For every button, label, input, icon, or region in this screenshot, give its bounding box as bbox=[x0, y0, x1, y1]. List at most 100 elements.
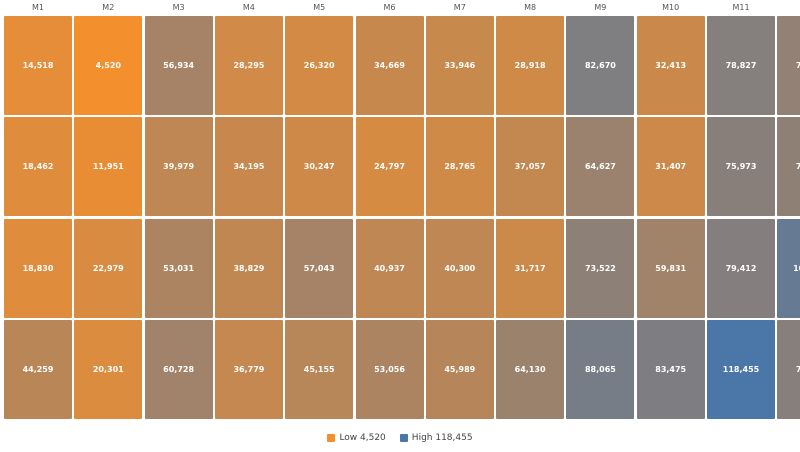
heatmap-cell: 34,195 bbox=[214, 117, 283, 217]
cell-value-label: 22,979 bbox=[92, 263, 124, 273]
cell-value-label: 53,031 bbox=[163, 263, 195, 273]
cell-value-label: 24,797 bbox=[374, 162, 405, 172]
cell-value-label: 36,779 bbox=[233, 364, 265, 374]
legend-label-high: High 118,455 bbox=[411, 433, 473, 443]
legend: Low 4,520 High 118,455 bbox=[0, 428, 800, 448]
cell-value-label: 11,951 bbox=[92, 162, 124, 172]
heatmap-cell: 56,934 bbox=[144, 16, 213, 115]
cell-value-label: 82,670 bbox=[584, 61, 616, 70]
column-label-m8: M8 bbox=[524, 3, 537, 12]
heatmap-cell: 82,670 bbox=[566, 16, 635, 115]
cell-value-label: 31,717 bbox=[514, 263, 546, 273]
column-label-m5: M5 bbox=[313, 3, 326, 12]
cell-value-label: 100,000 bbox=[793, 263, 800, 273]
heatmap-cell: 34,669 bbox=[355, 16, 424, 115]
cell-value-label: 34,195 bbox=[233, 162, 265, 172]
heatmap-cell: 20,301 bbox=[74, 319, 143, 419]
heatmap-cell: 32,413 bbox=[636, 16, 705, 115]
heatmap-cell: 24,797 bbox=[355, 117, 424, 217]
column-label-m7: M7 bbox=[453, 3, 466, 12]
cell-value-label: 4,520 bbox=[95, 61, 121, 70]
heatmap-cell: 59,831 bbox=[636, 218, 705, 318]
cell-value-label: 28,765 bbox=[444, 162, 476, 172]
cell-value-label: 40,300 bbox=[444, 263, 476, 273]
cell-value-label: 28,918 bbox=[514, 61, 546, 70]
cell-value-label: 45,989 bbox=[444, 364, 476, 374]
column-label-m1: M1 bbox=[32, 3, 44, 12]
cell-value-label: 78,827 bbox=[725, 61, 757, 70]
heatmap-cell: 78,000 bbox=[777, 319, 800, 419]
heatmap-cell: 118,455 bbox=[707, 319, 775, 419]
cell-value-label: 60,728 bbox=[163, 364, 195, 374]
cell-value-label: 70,000 bbox=[795, 61, 800, 70]
heatmap-cell: 53,056 bbox=[355, 319, 424, 419]
cell-value-label: 31,407 bbox=[655, 162, 687, 172]
column-label-m2: M2 bbox=[102, 3, 115, 12]
cell-value-label: 38,829 bbox=[233, 263, 265, 273]
cell-value-label: 39,979 bbox=[163, 162, 195, 172]
cell-value-label: 88,065 bbox=[584, 364, 616, 374]
heatmap-cell: 38,829 bbox=[214, 218, 283, 318]
heatmap-cell: 31,717 bbox=[496, 218, 565, 318]
column-label-m12: M12 bbox=[777, 0, 800, 15]
cell-value-label: 72,000 bbox=[795, 162, 800, 172]
cell-value-label: 18,462 bbox=[22, 162, 54, 172]
heatmap-cell: 64,627 bbox=[566, 117, 635, 217]
heatmap-cell: 14,518 bbox=[4, 16, 72, 115]
legend-label-low: Low 4,520 bbox=[339, 433, 386, 443]
heatmap-cell: 22,979 bbox=[74, 218, 143, 318]
column-label-m6: M6 bbox=[383, 3, 396, 12]
legend-swatch-low bbox=[327, 434, 336, 442]
cell-value-label: 20,301 bbox=[92, 364, 124, 374]
legend-item-high: High 118,455 bbox=[399, 433, 473, 443]
heatmap: M1 M2 M3 M4 M5 M6 M7 M8 M9 M10 M11 M12 14,518 4,520 56… bbox=[4, 0, 800, 419]
cell-value-label: 78,000 bbox=[795, 364, 800, 374]
cell-value-label: 18,830 bbox=[22, 263, 54, 273]
heatmap-cell: 26,320 bbox=[285, 16, 354, 115]
heatmap-cell: 28,918 bbox=[496, 16, 565, 115]
cell-value-label: 56,934 bbox=[163, 61, 195, 70]
heatmap-cell: 18,462 bbox=[4, 117, 72, 217]
heatmap-cell: 28,765 bbox=[425, 117, 494, 217]
heatmap-cell: 40,300 bbox=[425, 218, 494, 318]
heatmap-cell: 37,057 bbox=[496, 117, 565, 217]
cell-value-label: 28,295 bbox=[233, 61, 265, 70]
legend-swatch-high bbox=[399, 434, 408, 442]
cell-value-label: 79,412 bbox=[725, 263, 757, 273]
heatmap-cell: 33,946 bbox=[425, 16, 494, 115]
cell-value-label: 44,259 bbox=[22, 364, 54, 374]
cell-value-label: 59,831 bbox=[655, 263, 687, 273]
heatmap-cell: 83,475 bbox=[636, 319, 705, 419]
cell-value-label: 26,320 bbox=[303, 61, 335, 70]
heatmap-cell: 100,000 bbox=[777, 218, 800, 318]
cell-value-label: 57,043 bbox=[303, 263, 335, 273]
heatmap-cell: 45,989 bbox=[425, 319, 494, 419]
column-label-m11: M11 bbox=[732, 3, 750, 12]
cell-value-label: 40,937 bbox=[374, 263, 405, 273]
heatmap-cell: 39,979 bbox=[144, 117, 213, 217]
cell-value-label: 83,475 bbox=[655, 364, 687, 374]
heatmap-cell: 45,155 bbox=[285, 319, 354, 419]
cell-value-label: 118,455 bbox=[722, 364, 760, 374]
cell-value-label: 30,247 bbox=[303, 162, 335, 172]
column-label-m10: M10 bbox=[662, 3, 680, 12]
heatmap-cell: 30,247 bbox=[285, 117, 354, 217]
cell-value-label: 37,057 bbox=[514, 162, 546, 172]
heatmap-cell: 78,827 bbox=[707, 16, 775, 115]
heatmap-cell: 11,951 bbox=[74, 117, 143, 217]
heatmap-cell: 60,728 bbox=[144, 319, 213, 419]
heatmap-cell: 36,779 bbox=[214, 319, 283, 419]
heatmap-cell: 64,130 bbox=[496, 319, 565, 419]
heatmap-cell: 28,295 bbox=[214, 16, 283, 115]
heatmap-cell: 75,973 bbox=[707, 117, 775, 217]
heatmap-cell: 88,065 bbox=[566, 319, 635, 419]
column-label-m9: M9 bbox=[594, 3, 607, 12]
heatmap-cell: 70,000 bbox=[777, 16, 800, 115]
heatmap-cell: 79,412 bbox=[707, 218, 775, 318]
heatmap-cell: 40,937 bbox=[355, 218, 424, 318]
cell-value-label: 32,413 bbox=[655, 61, 687, 70]
heatmap-cell: 73,522 bbox=[566, 218, 635, 318]
column-label-m3: M3 bbox=[172, 3, 185, 12]
heatmap-cell: 44,259 bbox=[4, 319, 72, 419]
heatmap-cell: 57,043 bbox=[285, 218, 354, 318]
